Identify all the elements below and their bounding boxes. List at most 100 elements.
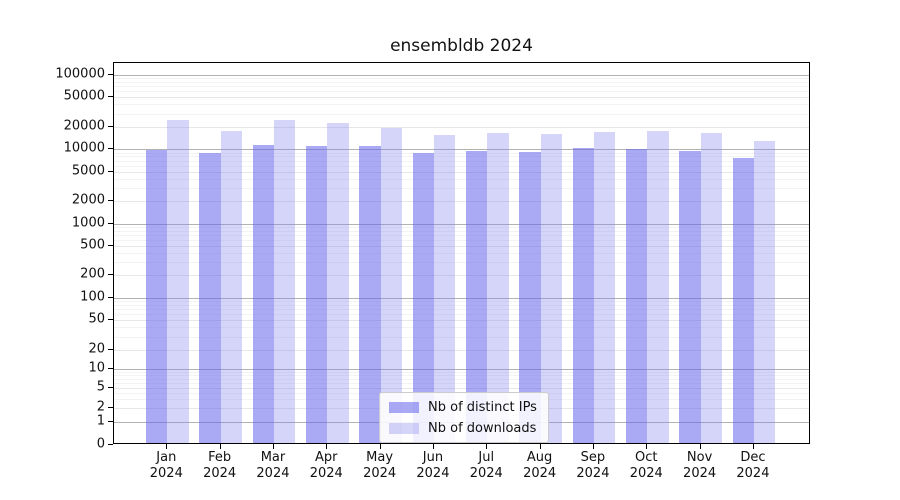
plot-area — [113, 62, 810, 444]
gridline-minor — [114, 104, 809, 106]
y-tick-label: 5 — [96, 379, 105, 395]
x-tick-mark — [699, 444, 701, 449]
bar-ips-dec — [732, 157, 754, 443]
gridline-minor — [114, 235, 809, 236]
legend-swatch-downloads — [389, 422, 419, 434]
gridline-minor — [114, 309, 809, 311]
y-tick-mark — [108, 222, 113, 224]
gridline-minor — [114, 371, 809, 373]
y-tick-label: 2 — [96, 399, 105, 415]
y-tick-label: 20000 — [63, 118, 105, 134]
gridline-minor — [114, 336, 809, 338]
gridline — [114, 171, 809, 173]
bar-downloads-feb — [220, 130, 242, 443]
x-tick-mark — [752, 444, 754, 449]
x-tick-label-sep: Sep 2024 — [576, 450, 610, 481]
x-tick-label-aug: Aug 2024 — [523, 450, 557, 481]
gridline-minor — [114, 165, 809, 167]
y-tick-mark — [108, 368, 113, 369]
gridline-minor — [114, 253, 809, 255]
bar-downloads-nov — [700, 133, 722, 443]
gridline-minor — [114, 305, 809, 306]
bar-downloads-may — [380, 127, 402, 443]
gridline-minor — [114, 262, 809, 264]
x-tick-mark — [272, 444, 274, 449]
gridline-minor — [114, 91, 809, 93]
y-tick-mark — [108, 386, 113, 388]
y-tick-mark — [108, 407, 113, 408]
y-tick-label: 500 — [80, 237, 105, 253]
gridline-minor — [114, 314, 809, 316]
gridline — [114, 74, 809, 76]
gridline — [114, 149, 809, 151]
y-tick-label: 0 — [96, 436, 105, 451]
gridline-minor — [114, 78, 809, 80]
bar-ips-feb — [199, 152, 221, 443]
y-tick-mark — [108, 96, 113, 98]
gridline-minor — [114, 226, 809, 228]
x-tick-mark — [432, 444, 434, 449]
y-tick-mark — [108, 274, 113, 276]
bar-ips-sep — [572, 147, 594, 443]
gridline-minor — [114, 160, 809, 162]
bar-downloads-jun — [433, 135, 456, 443]
chart-title: ensembldb 2024 — [390, 36, 533, 56]
bar-ips-aug — [519, 152, 541, 443]
y-tick-mark — [108, 170, 113, 172]
gridline — [114, 201, 809, 203]
x-tick-label-jul: Jul 2024 — [469, 450, 503, 481]
bar-downloads-mar — [273, 119, 296, 443]
gridline-minor — [114, 113, 809, 115]
bar-ips-oct — [625, 148, 648, 443]
gridline — [114, 320, 809, 322]
y-tick-label: 100 — [80, 289, 105, 305]
y-tick-label: 50000 — [63, 88, 105, 104]
gridline — [114, 297, 809, 299]
bar-downloads-aug — [540, 133, 562, 443]
y-tick-mark — [108, 125, 113, 127]
legend: Nb of distinct IPs Nb of downloads — [379, 392, 549, 443]
y-tick-mark — [108, 296, 113, 298]
gridline — [114, 245, 809, 247]
y-tick-mark — [108, 319, 113, 321]
legend-swatch-distinct-ips — [389, 401, 419, 413]
x-tick-label-mar: Mar 2024 — [256, 450, 290, 481]
x-tick-label-nov: Nov 2024 — [683, 450, 717, 481]
y-tick-mark — [108, 73, 113, 75]
gridline-minor — [114, 188, 809, 190]
bar-downloads-jul — [487, 132, 509, 443]
legend-label: Nb of downloads — [428, 420, 537, 436]
bar-downloads-dec — [753, 141, 776, 443]
x-tick-label-feb: Feb 2024 — [203, 450, 237, 481]
y-tick-mark — [108, 421, 113, 422]
gridline — [114, 387, 809, 389]
gridline — [114, 97, 809, 99]
bar-downloads-sep — [593, 132, 616, 443]
x-tick-label-jan: Jan 2024 — [149, 450, 183, 481]
gridline-minor — [114, 375, 809, 377]
y-tick-label: 10 — [88, 360, 105, 376]
gridline — [114, 126, 809, 128]
x-tick-mark — [486, 444, 488, 449]
x-tick-mark — [592, 444, 594, 449]
y-tick-mark — [108, 348, 113, 350]
gridline-minor — [114, 156, 809, 158]
x-tick-label-apr: Apr 2024 — [309, 450, 343, 481]
legend-item-distinct-ips: Nb of distinct IPs — [389, 399, 539, 415]
gridline-minor — [114, 82, 809, 84]
y-tick-mark — [108, 200, 113, 202]
x-tick-mark — [326, 444, 328, 449]
y-tick-label: 10000 — [63, 140, 105, 156]
gridline-minor — [114, 86, 809, 88]
bar-ips-may — [359, 146, 381, 443]
gridline — [114, 275, 809, 277]
x-tick-mark — [539, 444, 541, 449]
x-tick-mark — [166, 444, 168, 449]
y-tick-label: 20 — [88, 341, 105, 357]
x-tick-mark — [379, 444, 381, 449]
x-tick-label-oct: Oct 2024 — [629, 450, 663, 481]
gridline-minor — [114, 378, 809, 380]
x-tick-label-jun: Jun 2024 — [416, 450, 450, 481]
bar-ips-jun — [412, 152, 434, 443]
